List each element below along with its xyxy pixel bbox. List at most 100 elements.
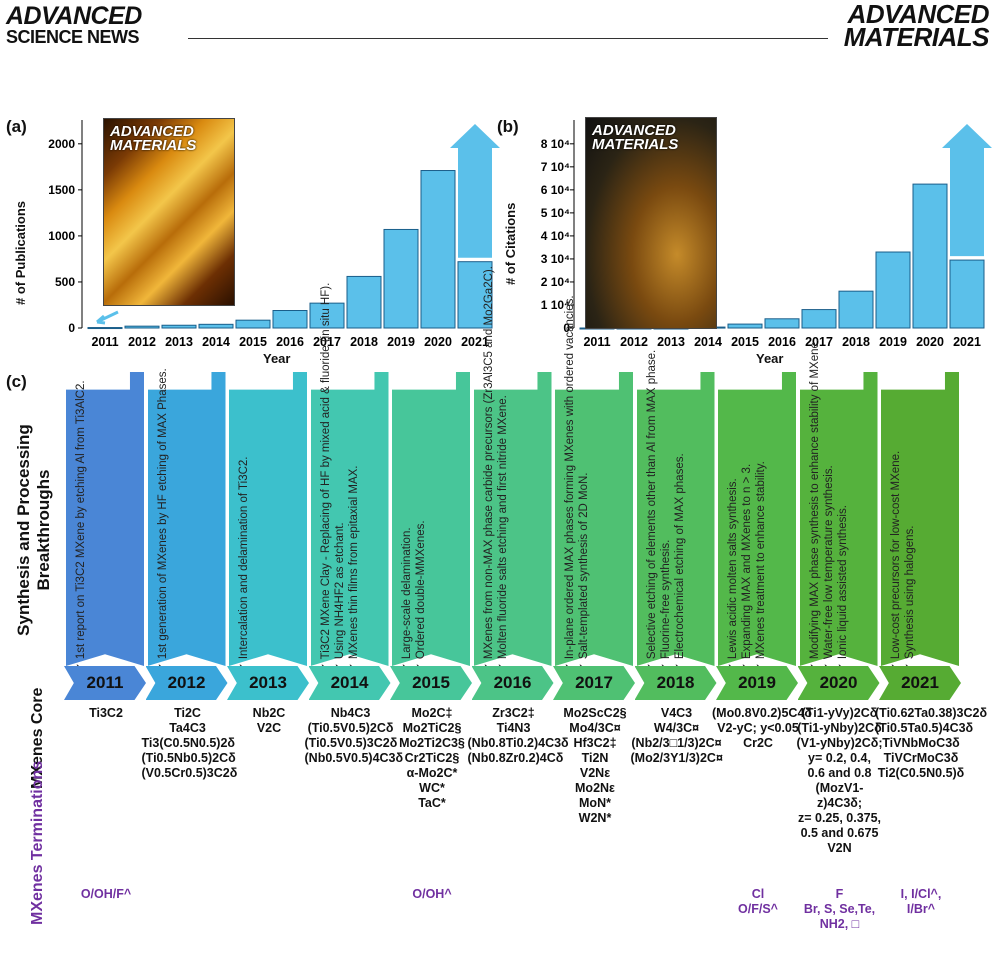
core-formula: TiVCrMoC3δ — [883, 751, 959, 765]
breakthrough-item: Water-free low temperature synthesis. — [822, 382, 836, 672]
breakthrough-item: 1st report on Ti3C2 MXene by etching Al … — [74, 380, 88, 672]
bar-2016 — [764, 318, 800, 329]
breakthrough-list: Selective etching of elements other than… — [645, 350, 717, 672]
chart-a-xlabel: Year — [263, 351, 291, 366]
breakthrough-item: Modifying MAX phase synthesis to enhance… — [808, 339, 822, 672]
x-tick-label: 2012 — [620, 335, 648, 349]
core-formula: y= 0.2, 0.4, — [808, 751, 871, 765]
journal-header-right: ADVANCED MATERIALS — [843, 0, 990, 52]
core-formula: (Ti1-yVy)2Cδ — [801, 706, 878, 720]
breakthrough-list: In-plane ordered MAX phases forming MXen… — [563, 295, 635, 672]
core-formula: (Nb0.8Zr0.2)4Cδ — [467, 751, 564, 765]
core-formula: 0.6 and 0.8 — [807, 766, 872, 780]
y-tick-label: 500 — [55, 275, 75, 289]
termination-text: O/F/S^ — [738, 902, 778, 916]
core-formula: (Ti0.5Ta0.5)4C3δ — [875, 721, 974, 735]
breakthrough-item: MXenes treatment to enhance stability. — [754, 382, 768, 672]
breakthrough-item: Electrochemical etching of MAX phases. — [673, 382, 687, 672]
core-formula: (Mo0.8V0.2)5C4δ — [712, 706, 812, 720]
core-formula: (Ti0.5V0.5)2Cδ — [307, 721, 394, 735]
breakthrough-item: Intercalation and delamination of Ti3C2. — [237, 382, 251, 672]
growth-arrow — [942, 124, 992, 257]
x-tick-label: 2020 — [916, 335, 944, 349]
core-formula: Mo2TiC2§ — [402, 721, 462, 735]
x-tick-label: 2014 — [202, 335, 230, 349]
bar-2018 — [838, 290, 874, 329]
panel-c-label: (c) — [6, 372, 27, 391]
core-formula: W4/3C¤ — [653, 721, 700, 735]
core-formula: (Ti1-yNby)2Cδ — [797, 721, 882, 735]
core-formula: Mo2C‡ — [411, 706, 453, 720]
y-tick-label: 6 10⁴ — [541, 183, 570, 197]
breakthrough-column-2019: Lewis acidic molten salts synthesis.Expa… — [718, 372, 796, 666]
core-formula: Ta4C3 — [169, 721, 206, 735]
termination-cell-2015: O/OH^ — [386, 887, 478, 902]
breakthrough-item: MXenes from non-MAX phase carbide precur… — [482, 266, 496, 672]
core-formula: Ti2(C0.5N0.5)δ — [877, 766, 965, 780]
core-cell-2013: Nb2C V2C — [223, 706, 315, 736]
chart-b-xlabel: Year — [756, 351, 784, 366]
core-formula: V2-yC; y<0.05 — [717, 721, 799, 735]
core-formula: Zr3C2‡ — [492, 706, 535, 720]
core-cell-2016: Zr3C2‡ Ti4N3 (Nb0.8Ti0.2)4C3δ (Nb0.8Zr0.2)4… — [467, 706, 569, 766]
x-tick-label: 2021 — [953, 335, 981, 349]
core-formula: Cr2C — [743, 736, 773, 750]
header-left-line1: ADVANCED — [6, 2, 142, 30]
year-chevron-2013: 2013 — [227, 666, 309, 700]
breakthrough-item: Ordered double-MMXenes. — [414, 382, 428, 672]
core-formula: (Ti0.5V0.5)3C2δ — [304, 736, 398, 750]
core-cell-2011: Ti3C2 — [60, 706, 152, 721]
breakthrough-column-2018: Selective etching of elements other than… — [636, 350, 715, 666]
x-tick-label: 2015 — [731, 335, 759, 349]
core-formula: MoN* — [579, 796, 611, 810]
bar-2015 — [727, 323, 763, 329]
termination-text: Cl — [751, 887, 765, 901]
core-formula: Nb2C — [252, 706, 286, 720]
year-chevron-2016: 2016 — [471, 666, 554, 700]
core-formula: (V0.5Cr0.5)3C2δ — [141, 766, 238, 780]
x-tick-label: 2019 — [387, 335, 415, 349]
breakthrough-item: Using NH4HF2 as etchant. — [333, 382, 347, 672]
core-formula: W2N* — [578, 811, 612, 825]
core-cell-2020: (Ti1-yVy)2Cδ (Ti1-yNby)2Cδ (V1-yNby)2Cδ; y=… — [794, 706, 886, 856]
termination-cell-2020: F Br, S, Se,Te, NH2, □ — [794, 887, 886, 932]
core-formula: V2Nε — [579, 766, 611, 780]
breakthrough-item: Molten fluoride salts etching and first … — [496, 382, 510, 672]
termination-text: Br, S, Se,Te, — [803, 902, 876, 916]
x-tick-label: 2016 — [768, 335, 796, 349]
y-tick-label: 1000 — [48, 229, 75, 243]
core-formula: Mo2ScC2§ — [563, 706, 627, 720]
x-tick-label: 2012 — [128, 335, 156, 349]
header-right-line2: MATERIALS — [843, 22, 990, 52]
core-formula: Mo2Nε — [575, 781, 615, 795]
year-chevron-2012: 2012 — [145, 666, 228, 700]
y-tick-label: 1500 — [48, 183, 75, 197]
breakthrough-list: Large-scale delamination.Ordered double-… — [400, 382, 472, 672]
breakthrough-item: Ionic liquid assisted synthesis. — [836, 382, 850, 672]
core-cell-2017: Mo2ScC2§ Mo4/3C¤ Hf3C2‡ Ti2N V2Nε Mo2Nε MoN* W2… — [549, 706, 641, 826]
core-formula: TaC* — [418, 796, 446, 810]
header-left-line2: SCIENCE NEWS — [6, 27, 140, 47]
core-formula: V2C — [256, 721, 282, 735]
bar-2020 — [420, 170, 456, 329]
core-formula: (V1-yNby)2Cδ; — [796, 736, 883, 750]
breakthrough-item: MXenes thin films from epitaxial MAX. — [347, 382, 361, 672]
breakthrough-column-2012: 1st generation of MXenes by HF etching o… — [147, 368, 226, 666]
breakthrough-item: Selective etching of elements other than… — [645, 350, 659, 672]
core-formula: (Nb0.8Ti0.2)4C3δ — [467, 736, 569, 750]
termination-text: NH2, □ — [819, 917, 860, 931]
breakthrough-item: Fluorine-free synthesis. — [659, 382, 673, 672]
journal-header-left: ADVANCED SCIENCE NEWS — [6, 2, 142, 47]
termination-text: I, I/Cl^, — [900, 887, 942, 901]
x-tick-label: 2013 — [657, 335, 685, 349]
core-formula: (Nb2/3□1/3)2C¤ — [631, 736, 722, 750]
breakthrough-item: Synthesis using halogens. — [903, 382, 917, 672]
x-tick-label: 2018 — [350, 335, 378, 349]
bar-2016 — [272, 310, 308, 329]
bar-2012 — [124, 325, 160, 329]
core-formula: Ti4N3 — [496, 721, 531, 735]
x-tick-label: 2011 — [91, 335, 118, 349]
header-right-line1: ADVANCED — [847, 0, 990, 29]
core-formula: Ti2C — [174, 706, 201, 720]
core-cell-2014: Nb4C3 (Ti0.5V0.5)2Cδ (Ti0.5V0.5)3C2δ (Nb0.5… — [304, 706, 404, 766]
